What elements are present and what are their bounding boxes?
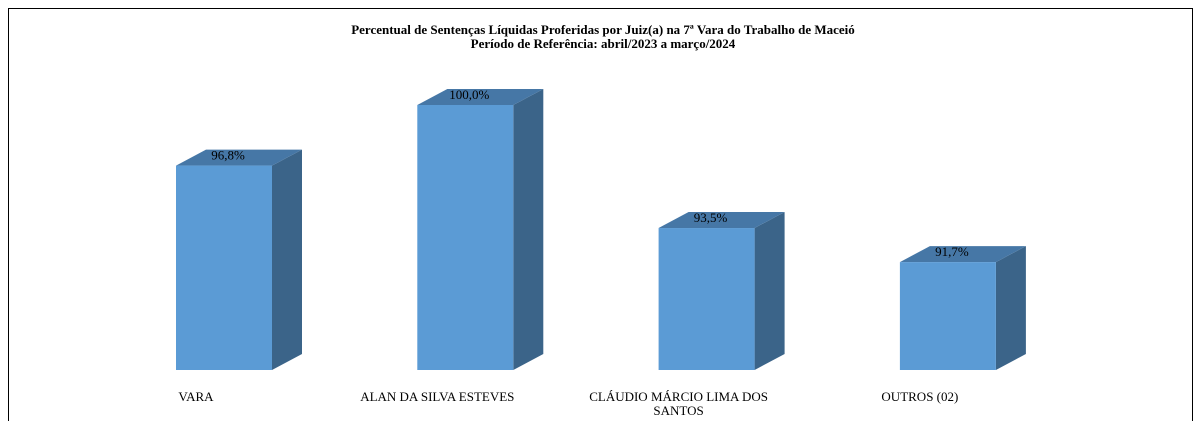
chart-subtitle: Período de Referência: abril/2023 a març…: [471, 36, 736, 51]
bar-top: [899, 246, 1026, 263]
bar-top: [176, 149, 302, 166]
data-label: 91,7%: [935, 244, 969, 259]
data-label: 93,5%: [694, 210, 728, 225]
bar: [417, 105, 514, 370]
x-tick-label: ALAN DA SILVA ESTEVES: [360, 389, 515, 404]
bar-side: [754, 212, 785, 370]
data-label: 100,0%: [449, 87, 489, 102]
x-tick-label: OUTROS (02): [881, 389, 959, 404]
bar: [899, 262, 996, 370]
x-tick-label: CLÁUDIO MÁRCIO LIMA DOS SANTOS: [589, 389, 768, 418]
bar: [658, 228, 755, 370]
chart-title: Percentual de Sentenças Líquidas Proferi…: [351, 22, 855, 37]
bar-side: [513, 89, 544, 370]
bar: [176, 165, 272, 370]
data-label: 96,8%: [211, 148, 245, 163]
x-tick-label: VARA: [178, 389, 214, 404]
bar-top: [417, 89, 544, 105]
bar-top: [658, 212, 785, 229]
bar-side: [272, 149, 302, 370]
bar-side: [995, 246, 1026, 370]
